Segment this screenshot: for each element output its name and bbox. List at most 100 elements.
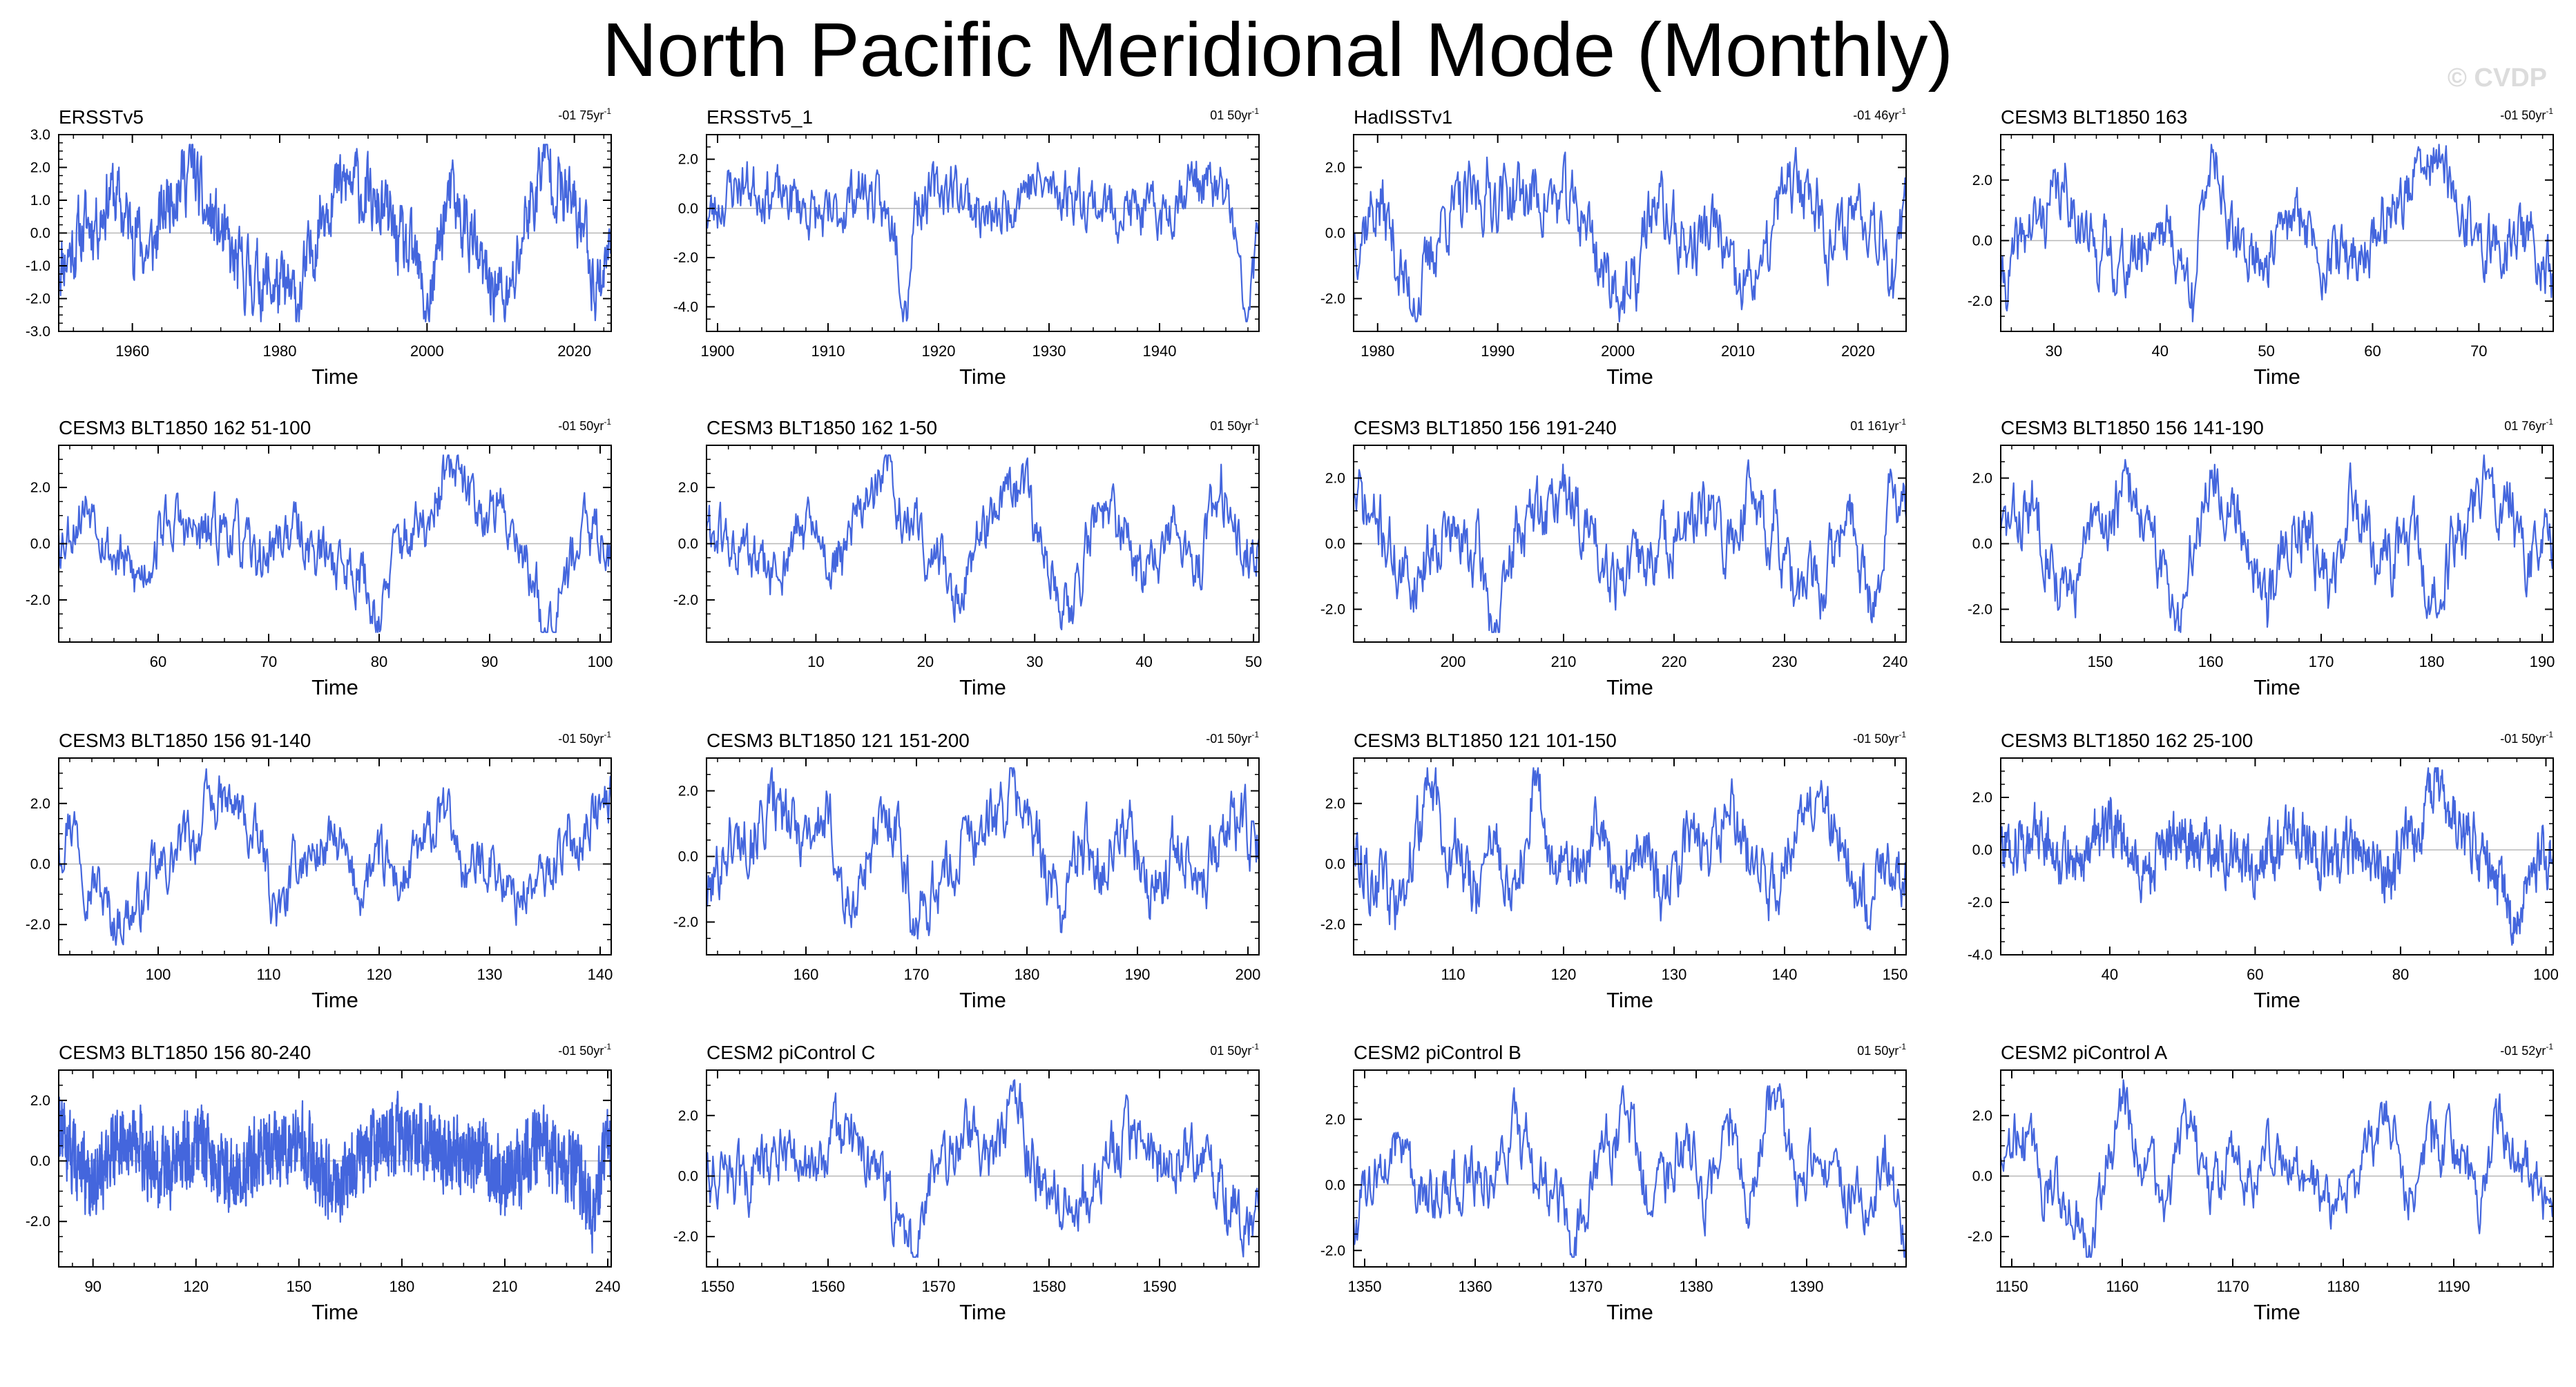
x-tick-label: 60 [2247, 966, 2263, 983]
chart-svg: CESM3 BLT1850 121 151-200 -01 50yr-1 160 17… [673, 730, 1261, 1012]
y-tick-label: -2.0 [26, 1214, 50, 1230]
chart-panel-16: CESM2 piControl A -01 52yr-1 1150 1160 1170 1… [1942, 1036, 2576, 1348]
x-tick-label: 1350 [1348, 1278, 1382, 1295]
y-tick-label: 2.0 [678, 480, 698, 496]
x-tick-label: 1150 [1995, 1278, 2028, 1295]
x-tick-label: 1180 [2327, 1278, 2359, 1295]
x-tick-label: 10 [807, 653, 824, 670]
chart-title: ERSSTv5 [59, 106, 144, 128]
x-tick-label: 1570 [922, 1278, 956, 1295]
y-tick-label: -2.0 [26, 291, 50, 307]
x-tick-label: 80 [2392, 966, 2409, 983]
trend-label: -01 46yr-1 [1853, 106, 1906, 122]
y-tick-label: 0.0 [30, 856, 50, 872]
x-tick-label: 170 [2309, 653, 2334, 670]
chart-panel-6: CESM3 BLT1850 162 1-50 01 50yr-1 10 20 30 40 5… [648, 411, 1296, 723]
x-tick-label: 150 [286, 1278, 311, 1295]
x-tick-label: 1980 [263, 342, 297, 360]
x-axis-label: Time [311, 675, 358, 699]
x-tick-label: 2020 [1841, 342, 1875, 360]
x-tick-label: 120 [1551, 966, 1577, 983]
chart-svg: CESM2 piControl B 01 50yr-1 1350 1360 1370 13… [1320, 1042, 1907, 1324]
y-tick-label: -2.0 [1968, 602, 1992, 618]
series-line [1999, 1079, 2555, 1258]
series-line [705, 767, 1260, 940]
chart-svg: ERSSTv5 -01 75yr-1 1960 1980 2000 2020 Time 3.0… [26, 106, 613, 389]
y-tick-label: -2.0 [673, 915, 698, 931]
x-tick-label: 50 [2258, 342, 2274, 360]
x-tick-label: 1930 [1032, 342, 1066, 360]
y-tick-label: -2.0 [673, 592, 698, 608]
chart-svg: CESM3 BLT1850 162 1-50 01 50yr-1 10 20 30 40 5… [673, 417, 1262, 699]
y-tick-label: 0.0 [678, 536, 698, 552]
x-axis-label: Time [2253, 988, 2300, 1012]
x-tick-label: 150 [1883, 966, 1908, 983]
x-axis-label: Time [959, 675, 1006, 699]
x-tick-label: 1900 [701, 342, 735, 360]
chart-title: ERSSTv5_1 [707, 106, 813, 128]
chart-title: CESM2 piControl B [1354, 1042, 1521, 1063]
x-tick-label: 180 [1015, 966, 1040, 983]
x-tick-label: 40 [2152, 342, 2169, 360]
y-tick-label: 2.0 [30, 480, 50, 496]
x-tick-label: 130 [1662, 966, 1687, 983]
x-tick-label: 1170 [2216, 1278, 2249, 1295]
y-tick-label: 0.0 [678, 201, 698, 217]
x-tick-label: 170 [904, 966, 930, 983]
trend-label: 01 50yr-1 [1857, 1042, 1906, 1058]
x-tick-label: 1560 [811, 1278, 845, 1295]
series-line [705, 1079, 1260, 1258]
series-line [57, 768, 613, 946]
x-axis-label: Time [2253, 365, 2300, 389]
y-tick-label: 2.0 [678, 1108, 698, 1124]
x-tick-label: 120 [183, 1278, 209, 1295]
series-line [1352, 767, 1907, 931]
y-tick-label: -2.0 [1320, 291, 1345, 307]
x-tick-label: 1580 [1032, 1278, 1066, 1295]
x-tick-label: 1190 [2437, 1278, 2470, 1295]
chart-svg: CESM2 piControl C 01 50yr-1 1550 1560 1570 15… [673, 1042, 1260, 1324]
y-tick-label: -2.0 [1968, 1229, 1992, 1245]
series-line [57, 454, 613, 633]
x-axis-label: Time [2253, 675, 2300, 699]
x-tick-label: 100 [588, 653, 613, 670]
chart-title: CESM3 BLT1850 162 1-50 [707, 417, 937, 438]
series-line [1352, 1083, 1907, 1258]
x-tick-label: 150 [2088, 653, 2113, 670]
y-tick-label: 0.0 [30, 1154, 50, 1170]
x-tick-label: 180 [2419, 653, 2445, 670]
chart-panel-1: ERSSTv5 -01 75yr-1 1960 1980 2000 2020 Time 3.0… [0, 100, 648, 412]
chart-title: CESM3 BLT1850 156 141-190 [2001, 417, 2264, 438]
x-tick-label: 200 [1236, 966, 1261, 983]
x-axis-label: Time [311, 1300, 358, 1324]
y-tick-label: -2.0 [1320, 602, 1345, 618]
x-axis-label: Time [1606, 1300, 1653, 1324]
y-tick-label: 2.0 [1325, 471, 1345, 487]
x-tick-label: 230 [1772, 653, 1798, 670]
y-tick-label: 0.0 [1972, 1168, 1992, 1184]
y-tick-label: 2.0 [1325, 1112, 1345, 1127]
y-tick-label: 0.0 [30, 226, 50, 242]
y-tick-label: 0.0 [1972, 842, 1992, 858]
x-tick-label: 100 [2533, 966, 2559, 983]
chart-title: CESM3 BLT1850 156 80-240 [59, 1042, 311, 1063]
series-line [1999, 767, 2555, 946]
y-tick-label: -2.0 [26, 917, 50, 933]
x-axis-label: Time [311, 365, 358, 389]
x-axis-label: Time [1606, 988, 1653, 1012]
series-line [57, 144, 613, 322]
x-tick-label: 1590 [1143, 1278, 1177, 1295]
y-tick-label: 2.0 [678, 784, 698, 799]
x-axis-label: Time [1606, 365, 1653, 389]
x-tick-label: 220 [1662, 653, 1687, 670]
x-tick-label: 210 [1551, 653, 1577, 670]
trend-label: -01 50yr-1 [1853, 730, 1906, 746]
x-tick-label: 90 [481, 653, 498, 670]
chart-panel-7: CESM3 BLT1850 156 191-240 01 161yr-1 200 21… [1295, 411, 1943, 723]
trend-label: -01 75yr-1 [558, 106, 611, 122]
chart-panel-14: CESM2 piControl C 01 50yr-1 1550 1560 1570 15… [648, 1036, 1296, 1348]
trend-label: -01 50yr-1 [558, 730, 611, 746]
x-axis-label: Time [1606, 675, 1653, 699]
x-tick-label: 20 [917, 653, 934, 670]
x-tick-label: 1360 [1459, 1278, 1492, 1295]
